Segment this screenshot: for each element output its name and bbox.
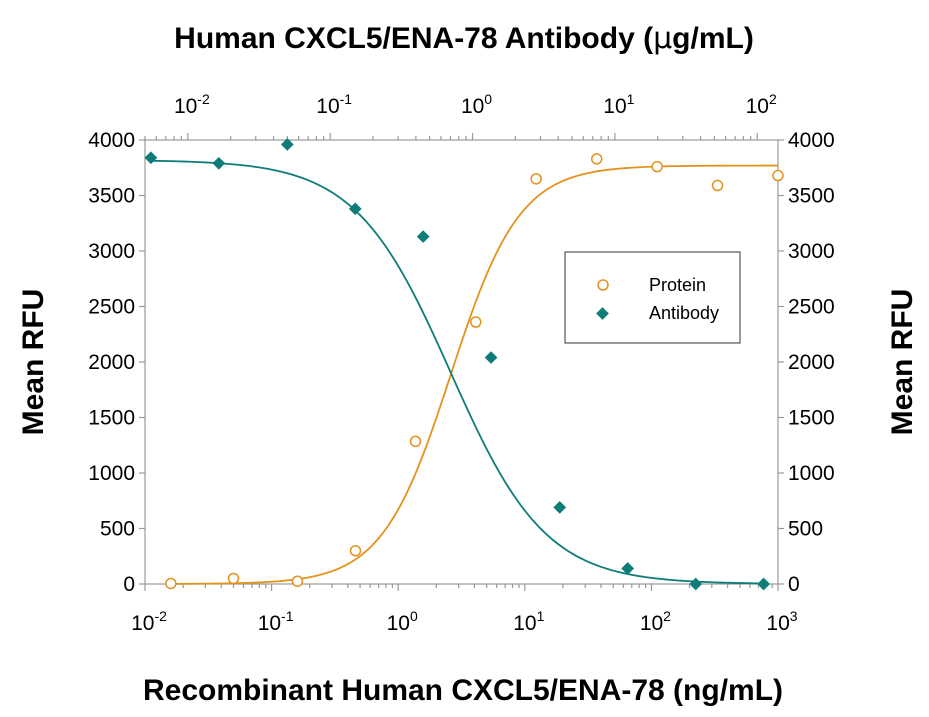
x-bottom-tick-label-3: 101	[513, 608, 544, 635]
y-axis-label-left: Mean RFU	[17, 289, 50, 436]
chart-title: Human CXCL5/ENA-78 Antibody (μg/mL)	[174, 21, 754, 56]
x-top-tick-label-2-exp: 0	[484, 91, 492, 107]
x-bottom-tick-label-5: 103	[766, 608, 797, 635]
legend: Protein Antibody	[564, 251, 741, 344]
y-tick-label-left-7: 3500	[88, 185, 135, 208]
x-top-tick-label-4-exp: 2	[769, 91, 777, 107]
point-protein-0	[165, 577, 177, 590]
x-bottom-tick-label-0-exp: -2	[154, 608, 167, 624]
point-protein-5	[470, 316, 482, 328]
y-tick-label-left-1: 500	[100, 518, 135, 541]
x-top-tick-label-2: 100	[461, 91, 492, 118]
y-tick-label-right-1: 500	[788, 518, 823, 541]
x-top-tick-label-0-base: 10	[174, 95, 197, 118]
y-tick-label-right-8: 4000	[788, 129, 835, 152]
point-protein-9	[711, 179, 724, 192]
x-top-tick-label-3-exp: 1	[627, 91, 635, 107]
x-top-tick-label-4-base: 10	[746, 95, 769, 118]
point-protein-1	[227, 572, 240, 585]
x-bottom-tick-label-5-exp: 3	[790, 608, 798, 624]
fit-curve-antibody	[150, 159, 764, 585]
y-tick-label-right-4: 2000	[788, 351, 835, 374]
point-antibody-5	[484, 351, 498, 364]
x-bottom-tick-label-4-exp: 2	[663, 608, 671, 624]
x-top-tick-label-3: 101	[603, 91, 634, 118]
point-antibody-6	[553, 501, 567, 514]
y-tick-label-left-0: 0	[123, 573, 135, 596]
y-tick-label-left-5: 2500	[88, 296, 135, 319]
x-bottom-tick-label-2: 100	[387, 608, 418, 635]
x-top-tick-label-0: 10-2	[174, 91, 210, 118]
y-tick-label-left-4: 2000	[88, 351, 135, 374]
y-tick-label-left-6: 3000	[88, 240, 135, 263]
fit-curve-protein	[170, 164, 778, 585]
x-bottom-tick-label-3-base: 10	[513, 612, 536, 635]
chart-title-main: Human CXCL5/ENA-78 Antibody (	[174, 22, 653, 55]
point-antibody-4	[416, 230, 430, 243]
y-tick-label-left-2: 1000	[88, 462, 135, 485]
legend-protein-label: Protein	[649, 275, 706, 295]
x-bottom-tick-label-0: 10-2	[131, 608, 167, 635]
x-top-tick-label-1: 10-1	[316, 91, 352, 118]
y-axis-label-right: Mean RFU	[886, 289, 919, 436]
legend-box	[564, 251, 741, 344]
point-protein-6	[530, 173, 542, 185]
point-protein-10	[772, 169, 784, 182]
point-antibody-2	[280, 138, 294, 151]
point-antibody-3	[348, 202, 362, 216]
x-top-tick-label-3-base: 10	[603, 95, 626, 118]
x-bottom-tick-label-3-exp: 1	[537, 608, 545, 624]
point-antibody-1	[212, 156, 226, 170]
x-bottom-tick-label-4: 102	[640, 608, 671, 635]
x-top-tick-label-2-base: 10	[461, 95, 484, 118]
point-antibody-9	[757, 577, 771, 591]
point-protein-4	[409, 435, 422, 448]
x-bottom-tick-label-0-base: 10	[131, 612, 154, 635]
x-bottom-tick-label-2-exp: 0	[410, 608, 418, 624]
x-top-tick-label-0-exp: -2	[197, 91, 210, 107]
y-tick-label-right-6: 3000	[788, 240, 835, 263]
point-protein-3	[349, 544, 362, 557]
x-bottom-tick-label-1: 10-1	[258, 608, 294, 635]
y-tick-label-right-0: 0	[788, 573, 800, 596]
x-top-tick-label-1-exp: -1	[340, 91, 353, 107]
y-tick-label-left-3: 1500	[88, 407, 135, 430]
y-tick-label-right-3: 1500	[788, 407, 835, 430]
y-tick-label-left-8: 4000	[88, 129, 135, 152]
legend-protein-marker	[597, 279, 609, 291]
y-tick-label-right-7: 3500	[788, 185, 835, 208]
x-bottom-tick-label-1-base: 10	[258, 612, 281, 635]
point-protein-8	[651, 160, 663, 173]
chart-title-mu: μ	[653, 21, 672, 56]
point-antibody-8	[689, 577, 703, 591]
x-bottom-tick-label-4-base: 10	[640, 612, 663, 635]
x-axis-label: Recombinant Human CXCL5/ENA-78 (ng/mL)	[143, 674, 783, 707]
curves-layer	[150, 159, 778, 585]
plot-frame	[144, 139, 779, 585]
point-protein-2	[291, 575, 304, 587]
x-bottom-tick-label-5-base: 10	[766, 612, 789, 635]
x-top-tick-label-4: 102	[746, 91, 777, 118]
points-layer	[144, 138, 784, 591]
x-bottom-tick-label-1-exp: -1	[281, 608, 294, 624]
y-tick-label-right-5: 2500	[788, 296, 835, 319]
x-bottom-tick-label-2-base: 10	[387, 612, 410, 635]
point-protein-7	[590, 153, 603, 165]
x-top-tick-label-1-base: 10	[316, 95, 339, 118]
chart-title-tail: g/mL)	[672, 22, 754, 55]
point-antibody-0	[144, 151, 158, 165]
legend-antibody-label: Antibody	[649, 303, 719, 323]
y-tick-label-right-2: 1000	[788, 462, 835, 485]
